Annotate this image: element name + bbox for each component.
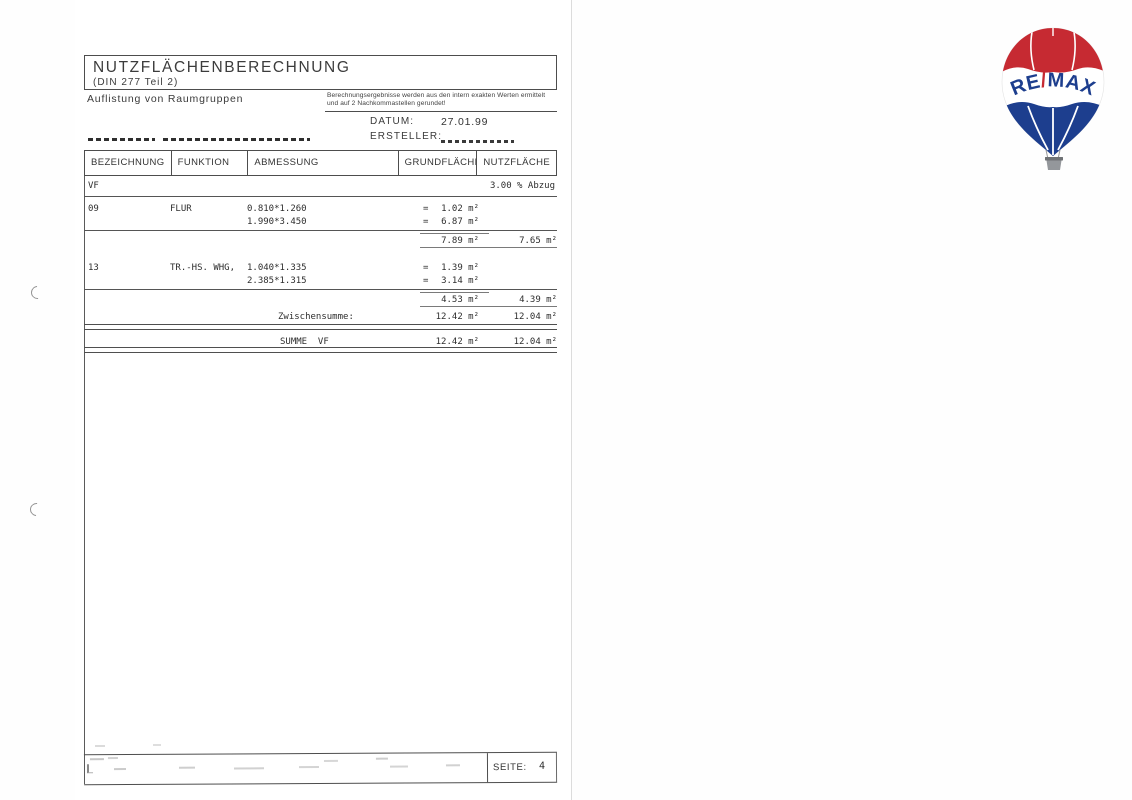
sum-rule — [420, 292, 489, 293]
section-label: Auflistung von Raumgruppen — [87, 93, 244, 105]
row-grundflaeche: 1.02 m² — [441, 204, 479, 214]
vf-label: VF — [88, 181, 99, 191]
row-abmessung: 1.990*3.450 — [247, 217, 307, 227]
col-header-funktion: FUNKTION — [172, 151, 249, 175]
balloon-basket — [1046, 160, 1062, 170]
scan-artifact — [323, 759, 338, 762]
scan-artifact — [233, 767, 265, 770]
row-id: 13 — [88, 263, 99, 273]
group-sum-nutzflaeche: 7.65 m² — [519, 236, 557, 246]
zwischensumme-label: Zwischensumme: — [278, 312, 354, 322]
equals-sign: = — [423, 204, 429, 214]
scan-artifact — [178, 766, 195, 769]
page-subtitle: (DIN 277 Teil 2) — [93, 77, 179, 88]
title-box: NUTZFLÄCHENBERECHNUNG (DIN 277 Teil 2) — [84, 55, 557, 90]
scan-artifact — [89, 758, 104, 761]
row-grundflaeche: 3.14 m² — [441, 276, 479, 286]
equals-sign: = — [423, 217, 429, 227]
col-header-grundflaeche: GRUNDFLÄCHE — [399, 151, 478, 175]
col-header-bezeichnung: BEZEICHNUNG — [85, 151, 172, 175]
equals-sign: = — [423, 276, 429, 286]
group-sum-grundflaeche: 4.53 m² — [441, 295, 479, 305]
redacted-strip — [163, 138, 310, 141]
col-header-nutzflaeche: NUTZFLÄCHE — [483, 157, 551, 168]
rule — [84, 230, 557, 231]
balloon-seam — [1057, 105, 1079, 151]
note-line-1: Berechnungsergebnisse werden aus den int… — [327, 92, 546, 99]
balloon-seam — [1030, 31, 1035, 71]
summe-nutzflaeche: 12.04 m² — [513, 337, 557, 347]
balloon-seam — [1071, 31, 1076, 71]
document-page: NUTZFLÄCHENBERECHNUNG (DIN 277 Teil 2) A… — [75, 0, 572, 800]
balloon-seam — [1027, 105, 1049, 151]
redacted-strip — [88, 138, 155, 141]
vf-abzug: 3.00 % Abzug — [489, 181, 555, 191]
double-rule — [84, 324, 557, 330]
sum-rule — [420, 306, 557, 307]
row-id: 09 — [88, 204, 99, 214]
table-header-row: BEZEICHNUNG FUNKTION ABMESSUNG GRUNDFLÄC… — [84, 150, 557, 176]
wordmark-slash: / — [1040, 70, 1048, 93]
scan-artifact — [153, 744, 161, 746]
group-sum-grundflaeche: 7.89 m² — [441, 236, 479, 246]
row-abmessung: 1.040*1.335 — [247, 263, 307, 273]
scan-artifact — [298, 766, 319, 769]
scan-artifact — [113, 768, 127, 771]
summe-grundflaeche: 12.42 m² — [435, 337, 479, 347]
sum-rule — [420, 233, 489, 234]
row-grundflaeche: 6.87 m² — [441, 217, 479, 227]
row-abmessung: 2.385*1.315 — [247, 276, 307, 286]
scan-artifact — [86, 764, 94, 774]
scan-punch-mark — [28, 283, 47, 302]
seite-label: SEITE: — [492, 761, 527, 774]
ersteller-label: ERSTELLER: — [370, 131, 443, 142]
calculation-note: Berechnungsergebnisse werden aus den int… — [325, 90, 557, 112]
equals-sign: = — [423, 263, 429, 273]
ersteller-value-redacted — [441, 140, 514, 143]
zwischensumme-grundflaeche: 12.42 m² — [435, 312, 479, 322]
row-abmessung: 0.810*1.260 — [247, 204, 307, 214]
datum-value: 27.01.99 — [441, 116, 489, 128]
summe-label: SUMME VF — [280, 337, 329, 347]
note-line-2: und auf 2 Nachkommastellen gerundet! — [327, 100, 446, 107]
seite-value: 4 — [538, 760, 546, 772]
col-header-abmessung: ABMESSUNG — [248, 151, 399, 175]
footer-divider — [486, 753, 489, 783]
scan-artifact — [375, 757, 388, 760]
rule — [84, 196, 557, 197]
scan-artifact — [107, 757, 118, 760]
scan-artifact — [389, 765, 408, 768]
remax-balloon-logo: RE/MAX — [1001, 27, 1105, 170]
sum-rule — [420, 247, 557, 248]
row-funktion: TR.-HS. WHG, — [170, 263, 236, 273]
double-rule — [84, 347, 557, 353]
table-left-border — [84, 176, 85, 784]
row-grundflaeche: 1.39 m² — [441, 263, 479, 273]
datum-label: DATUM: — [370, 116, 415, 127]
scan-artifact — [445, 764, 460, 767]
scan-punch-mark — [27, 500, 46, 519]
scan-artifact — [95, 745, 105, 747]
rule — [84, 289, 557, 290]
page-title: NUTZFLÄCHENBERECHNUNG — [93, 59, 351, 76]
basket-band — [1045, 157, 1063, 161]
row-funktion: FLUR — [170, 204, 192, 214]
zwischensumme-nutzflaeche: 12.04 m² — [513, 312, 557, 322]
footer-box: SEITE: 4 — [83, 751, 558, 786]
group-sum-nutzflaeche: 4.39 m² — [519, 295, 557, 305]
